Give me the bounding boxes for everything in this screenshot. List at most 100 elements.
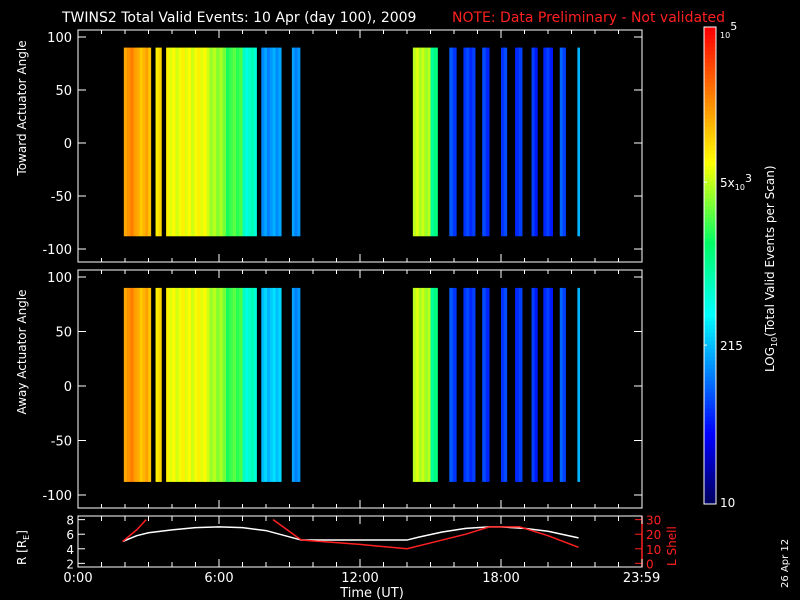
data-strip — [229, 287, 233, 482]
data-strip — [466, 287, 470, 482]
data-strip — [222, 287, 227, 482]
data-strip — [559, 47, 563, 237]
data-strip — [142, 287, 146, 482]
data-strip — [166, 287, 170, 482]
data-strip — [219, 287, 224, 482]
colorbar-segment — [704, 62, 716, 68]
data-strip — [275, 47, 279, 237]
time-tick-label: 6:00 — [204, 571, 233, 586]
colorbar-tick-label: 10 — [720, 496, 735, 510]
data-strip — [155, 47, 159, 237]
y-tick-label: 100 — [47, 31, 72, 46]
colorbar-segment — [704, 126, 716, 131]
colorbar-segment — [704, 34, 716, 40]
colorbar-segment — [704, 142, 716, 147]
data-strip — [216, 287, 220, 482]
data-strip — [562, 47, 566, 237]
data-strip — [294, 287, 298, 482]
data-strip — [452, 47, 457, 237]
colorbar-segment — [704, 484, 716, 489]
data-strip — [472, 287, 476, 482]
r-tick-label: 4 — [66, 543, 74, 557]
toward-panel: 100 50 0 -50 -100 — [42, 29, 643, 263]
toward-ylabel: Toward Actuator Angle — [15, 40, 29, 176]
colorbar-segment — [704, 452, 716, 457]
colorbar-segment — [704, 277, 716, 282]
colorbar-segment — [704, 54, 716, 60]
y-tick-label: -100 — [42, 489, 72, 504]
colorbar-segment — [704, 189, 716, 195]
data-strip — [175, 287, 179, 482]
colorbar-segment — [704, 146, 716, 151]
data-strip — [267, 47, 271, 237]
data-strip — [155, 287, 159, 482]
colorbar-segment — [704, 360, 716, 366]
colorbar-segment — [704, 257, 716, 263]
data-strip — [169, 47, 173, 237]
colorbar-segment — [704, 348, 716, 354]
colorbar-segment — [704, 178, 716, 183]
r-distance-line — [122, 526, 579, 543]
data-strip — [248, 47, 252, 237]
colorbar-segment — [704, 110, 716, 115]
data-strip — [469, 287, 473, 482]
data-strip — [549, 47, 553, 237]
colorbar-segment — [704, 472, 716, 477]
data-strip — [212, 47, 217, 237]
colorbar-segment — [704, 50, 716, 56]
data-strip — [463, 47, 467, 237]
colorbar-segment — [704, 464, 716, 469]
colorbar-segment — [704, 496, 716, 501]
data-strip — [245, 287, 249, 482]
y-tick-label: -100 — [42, 243, 72, 258]
colorbar-segment — [704, 364, 716, 370]
data-strip — [427, 287, 431, 482]
colorbar-segment — [704, 440, 716, 445]
colorbar-segment — [704, 213, 716, 219]
data-strip — [546, 287, 550, 482]
data-strip — [197, 287, 201, 482]
data-strip — [253, 287, 257, 482]
data-strip — [242, 47, 246, 237]
colorbar-segment — [704, 424, 716, 429]
data-strip — [261, 47, 265, 237]
colorbar-segment — [704, 201, 716, 207]
data-strip — [232, 47, 237, 237]
data-strip — [267, 287, 271, 482]
data-strip — [181, 287, 186, 482]
data-strip — [158, 287, 162, 482]
colorbar-segment — [704, 480, 716, 485]
data-strip — [449, 47, 454, 237]
data-strip — [194, 287, 198, 482]
data-strip — [226, 47, 230, 237]
r-ylabel-end: ] — [15, 530, 29, 535]
data-strip — [250, 287, 255, 482]
data-strip — [415, 287, 420, 482]
colorbar-segment — [704, 420, 716, 425]
colorbar-segment — [704, 27, 716, 32]
data-strip — [291, 287, 295, 482]
data-strip — [264, 287, 268, 482]
colorbar-segment — [704, 392, 716, 398]
data-strip — [187, 47, 192, 237]
data-strip — [203, 287, 207, 482]
r-tick-label: 6 — [66, 528, 74, 542]
colorbar-segment — [704, 436, 716, 441]
colorbar-segment — [704, 345, 716, 350]
colorbar-segment — [704, 408, 716, 414]
colorbar-segment — [704, 197, 716, 203]
plot-title: TWINS2 Total Valid Events: 10 Apr (day 1… — [61, 10, 416, 26]
colorbar-segment — [704, 166, 716, 171]
panel-frame — [77, 29, 643, 263]
data-strip — [559, 287, 563, 482]
colorbar-segment — [704, 58, 716, 64]
data-strip — [424, 47, 428, 237]
data-strip — [543, 287, 547, 482]
data-strip — [434, 47, 438, 237]
colorbar-segment — [704, 46, 716, 52]
data-strip — [549, 287, 553, 482]
time-tick-label: 12:00 — [341, 571, 378, 586]
data-strip — [239, 47, 243, 237]
data-strip — [219, 47, 224, 237]
